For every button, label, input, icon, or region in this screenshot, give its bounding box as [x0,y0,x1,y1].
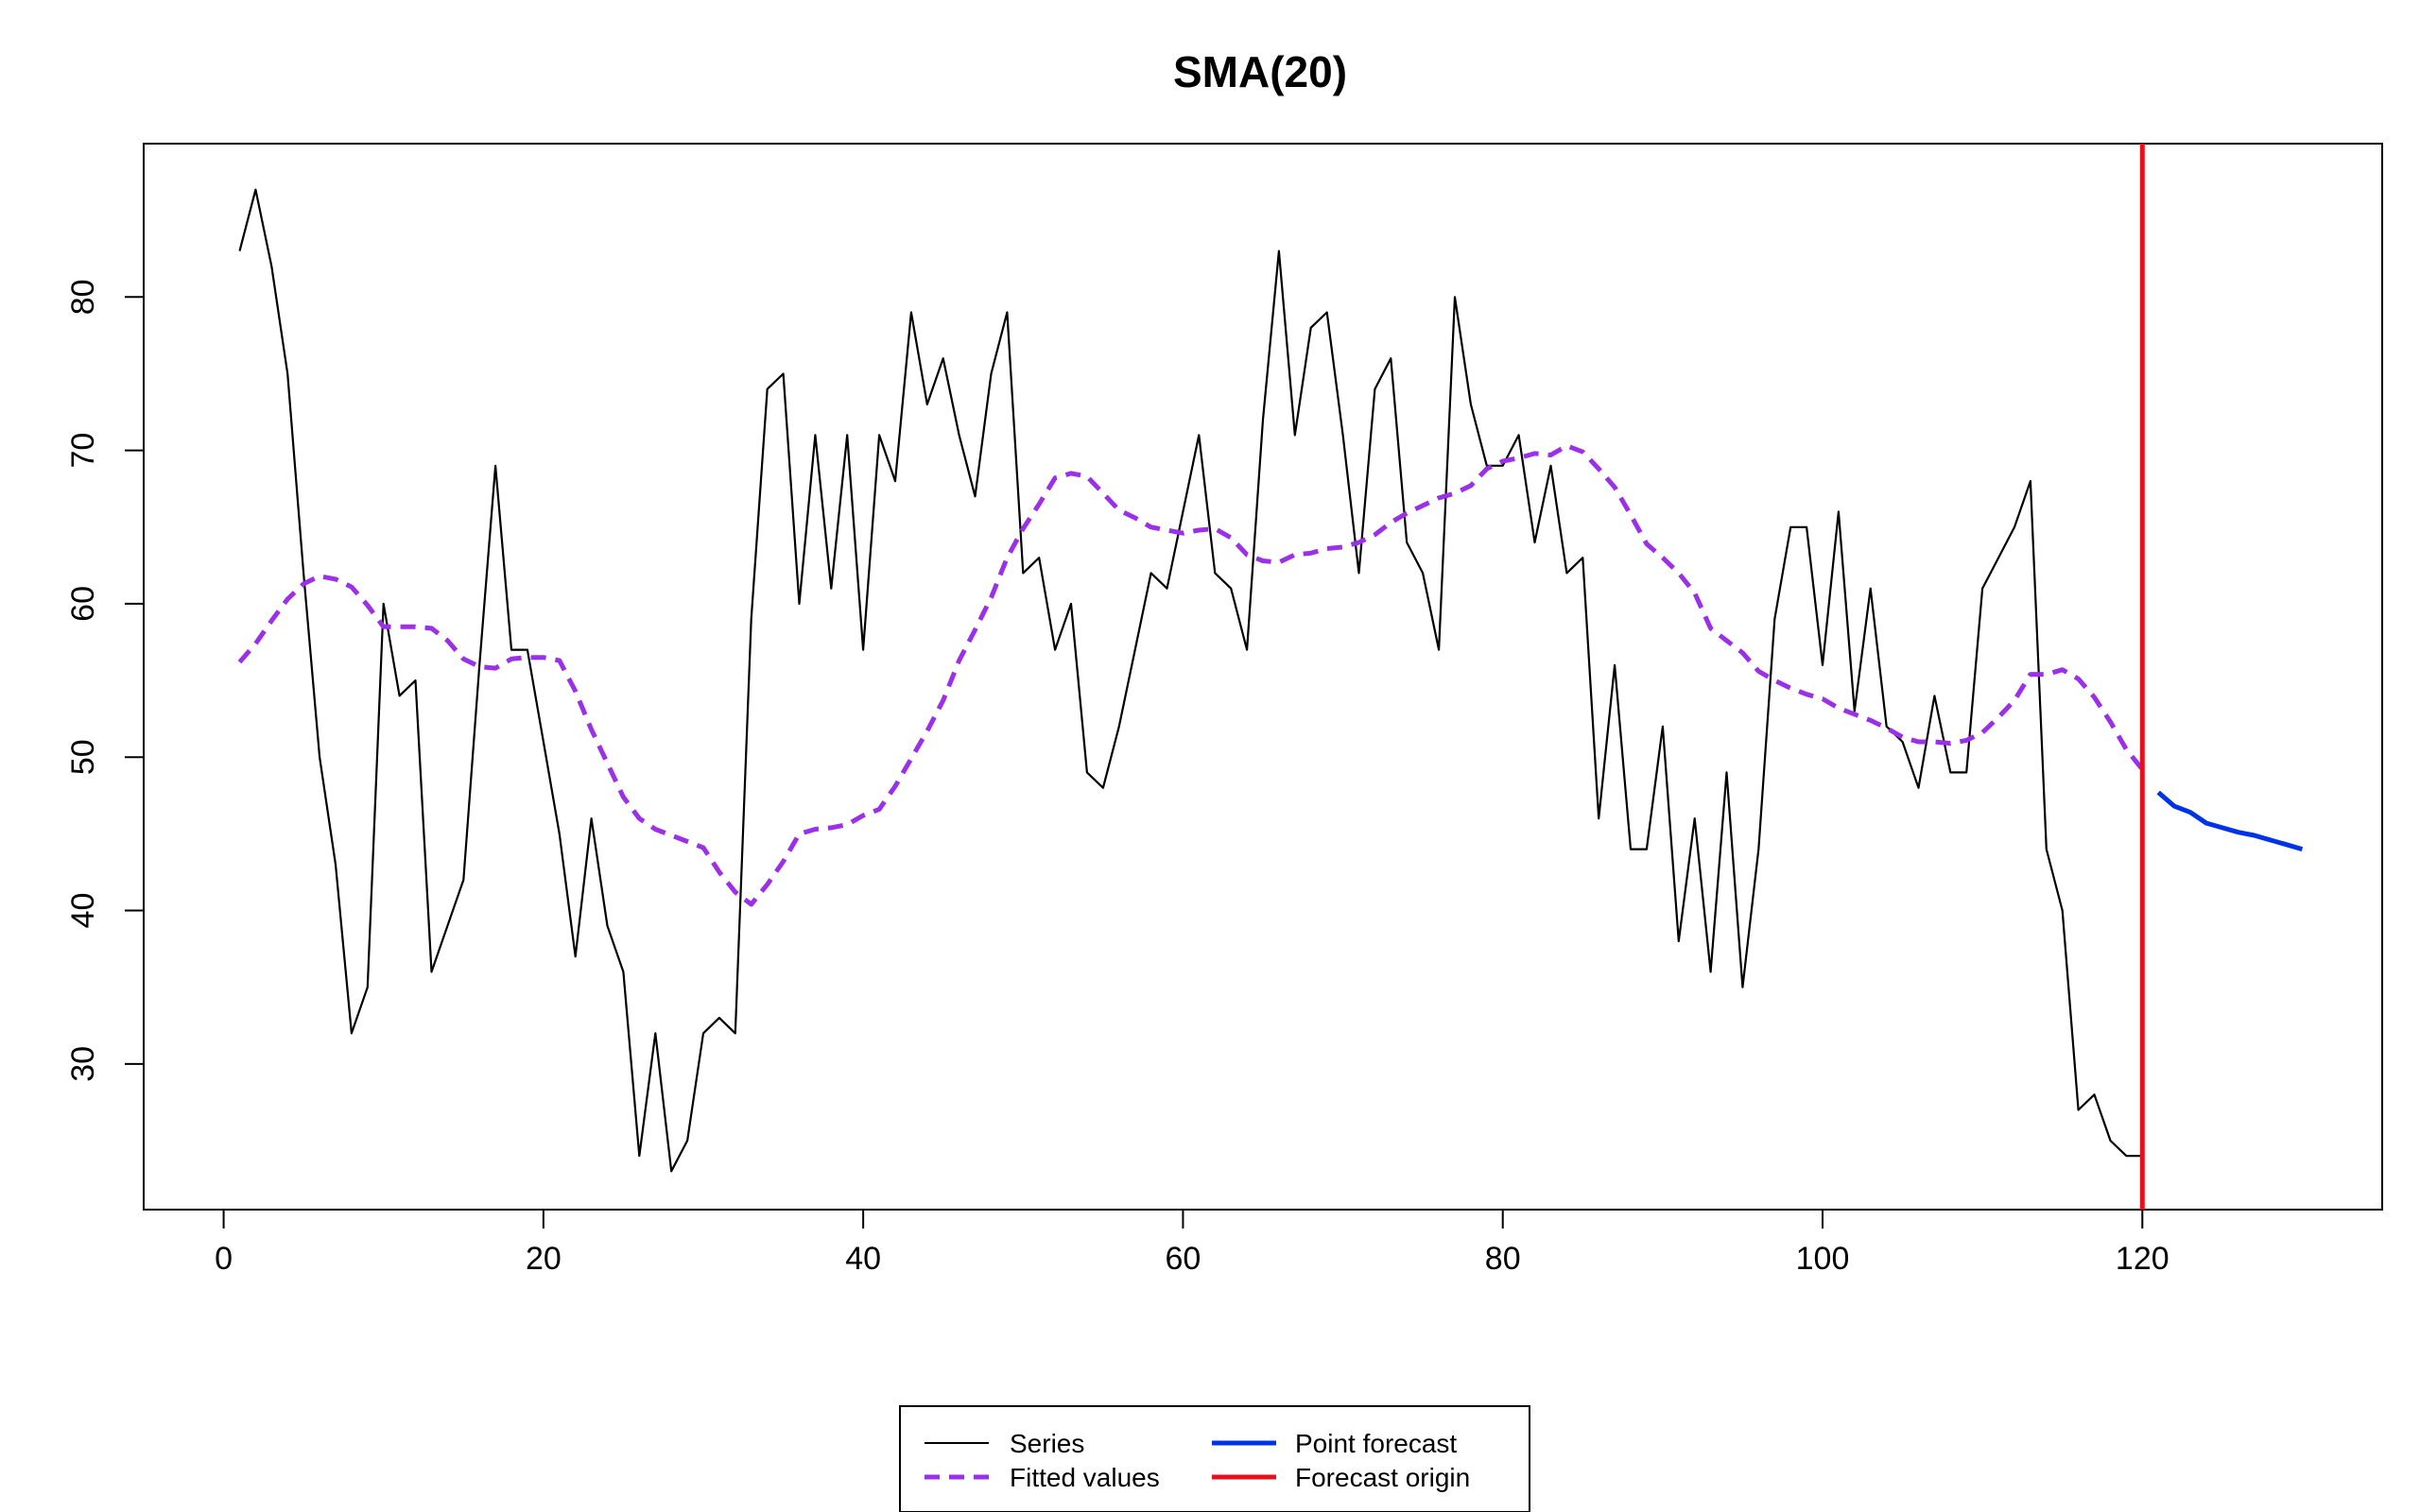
series-line-fitted-values [237,443,2145,907]
legend-box [899,1405,1530,1512]
legend-label-point-forecast: Point forecast [1295,1429,1457,1458]
x-tick-label: 0 [215,1241,233,1277]
legend-label-fitted: Fitted values [1010,1463,1160,1492]
y-tick-label: 80 [65,279,101,315]
series-line-series [238,188,2143,1173]
legend: Series Fitted values Point forecast Fore… [899,1405,1530,1512]
chart-title: SMA(20) [1173,47,1347,96]
legend-label-series: Series [1010,1429,1084,1458]
x-tick-label: 80 [1485,1241,1521,1277]
y-tick-label: 40 [65,893,101,929]
x-tick-label: 120 [2116,1241,2169,1277]
x-tick-label: 20 [526,1241,562,1277]
x-tick-label: 100 [1796,1241,1850,1277]
y-tick-label: 70 [65,433,101,469]
series-line-point-forecast [2156,790,2304,852]
legend-label-forecast-origin: Forecast origin [1295,1463,1470,1492]
y-tick-label: 60 [65,586,101,622]
y-tick-label: 50 [65,739,101,775]
y-tick-label: 30 [65,1046,101,1082]
x-tick-label: 60 [1166,1241,1201,1277]
x-axis: 0 20 40 60 80 100 120 [215,1209,2169,1277]
series-layer [237,144,2304,1210]
x-tick-label: 40 [845,1241,881,1277]
y-axis: 30 40 50 60 70 80 [65,279,145,1082]
